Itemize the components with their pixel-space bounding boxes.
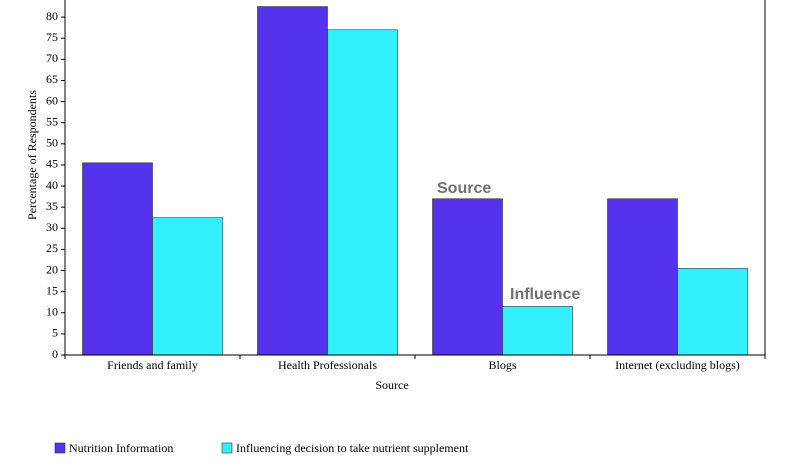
- annotation: Source: [437, 180, 491, 197]
- y-tick-label: 65: [46, 72, 58, 86]
- y-tick-label: 15: [46, 283, 58, 297]
- bar: [327, 29, 398, 356]
- x-tick-label: Internet (excluding blogs): [615, 358, 740, 372]
- y-tick-label: 5: [52, 326, 58, 340]
- y-tick-label: 85: [46, 0, 58, 2]
- y-tick-label: 75: [46, 30, 58, 44]
- y-tick-label: 55: [46, 114, 58, 128]
- y-tick-label: 70: [46, 51, 58, 65]
- y-tick-label: 20: [46, 262, 58, 276]
- y-tick-label: 45: [46, 157, 58, 171]
- bar: [677, 268, 748, 356]
- legend-swatch: [54, 442, 66, 454]
- y-tick-label: 35: [46, 199, 58, 213]
- x-tick-label: Blogs: [488, 358, 516, 372]
- y-tick-label: 40: [46, 178, 58, 192]
- y-axis-label: Percentage of Respondents: [25, 90, 39, 220]
- y-tick-label: 10: [46, 305, 58, 319]
- bar: [257, 6, 328, 356]
- bar: [432, 198, 503, 356]
- x-tick-label: Friends and family: [107, 358, 198, 372]
- bar: [607, 198, 678, 356]
- y-tick-label: 80: [46, 9, 58, 23]
- bar: [82, 162, 153, 356]
- y-tick-label: 0: [52, 347, 58, 361]
- legend-label: Influencing decision to take nutrient su…: [236, 441, 469, 455]
- legend-label: Nutrition Information: [69, 441, 173, 455]
- y-tick-label: 25: [46, 241, 58, 255]
- y-tick-label: 50: [46, 136, 58, 150]
- bar: [152, 217, 223, 356]
- x-axis-label: Source: [375, 378, 408, 392]
- bar: [502, 306, 573, 356]
- legend-swatch: [221, 442, 233, 454]
- y-tick-label: 60: [46, 93, 58, 107]
- x-tick-label: Health Professionals: [278, 358, 377, 372]
- y-tick-label: 30: [46, 220, 58, 234]
- annotation: Influence: [510, 286, 580, 303]
